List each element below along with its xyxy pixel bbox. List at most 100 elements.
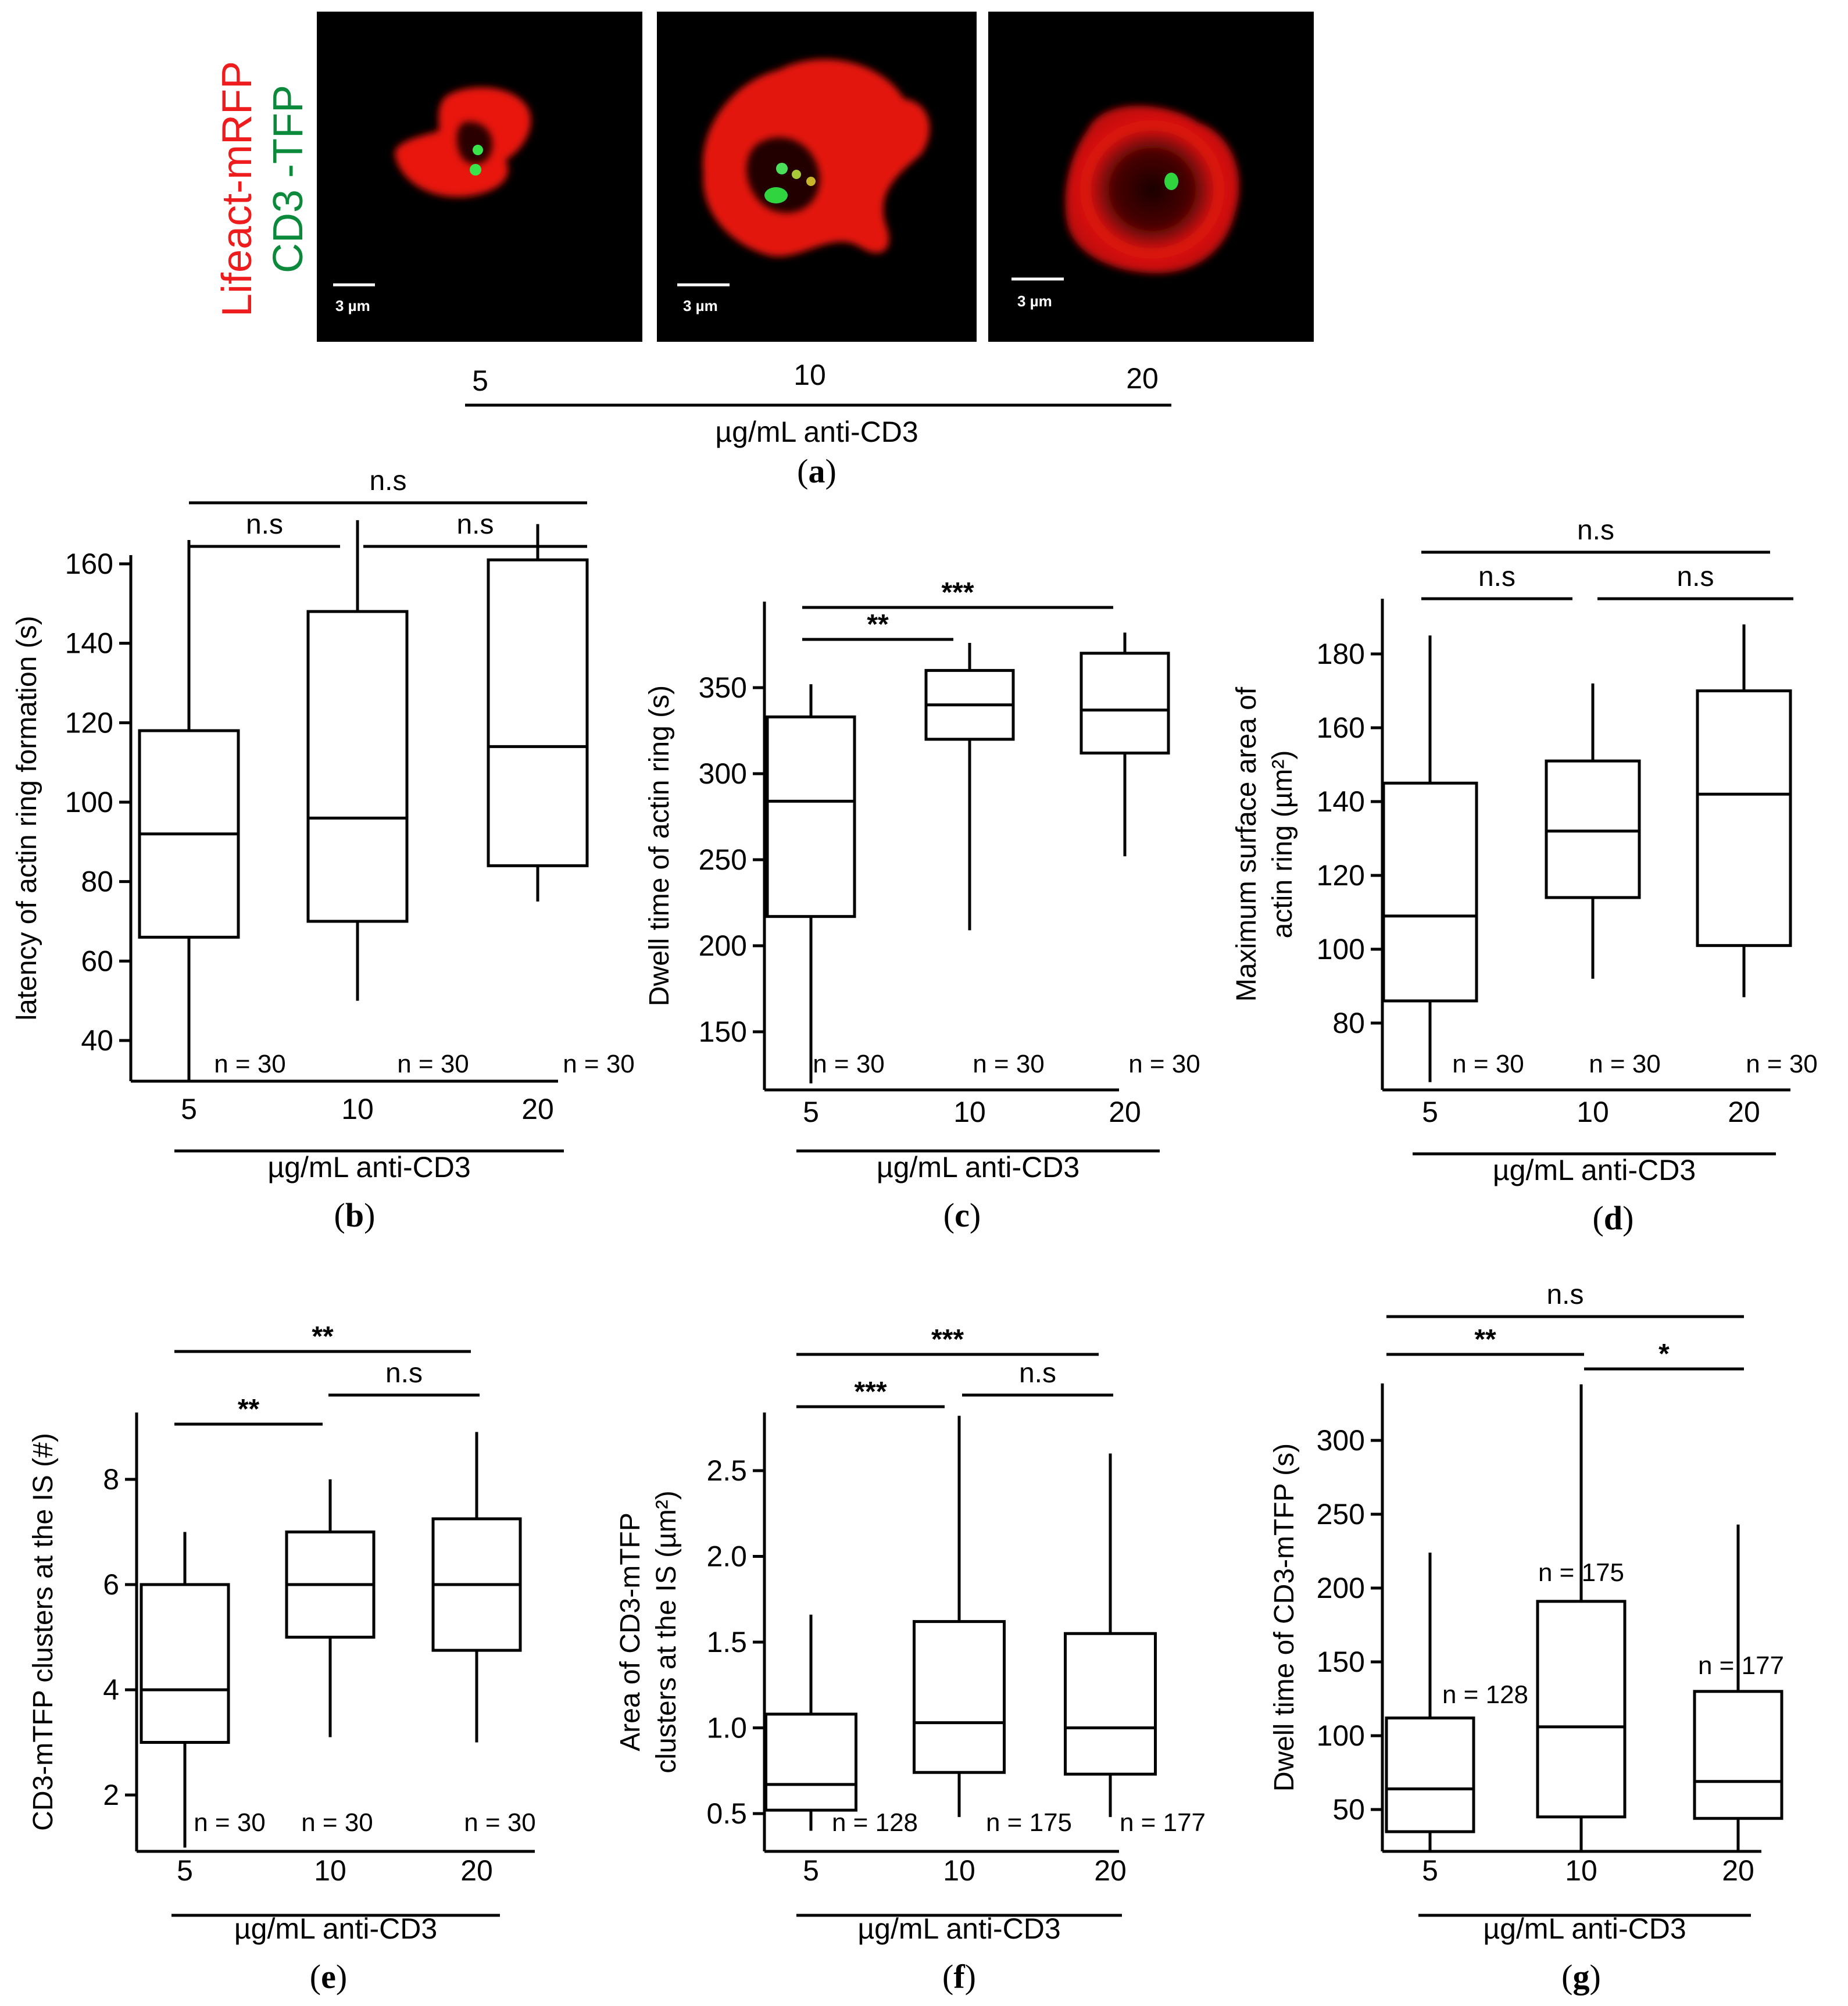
significance-label: *** <box>931 1324 964 1355</box>
x-axis-label: µg/mL anti-CD3 <box>1483 1912 1686 1945</box>
n-label: n = 175 <box>1538 1558 1624 1587</box>
y-tick-label: 6 <box>103 1568 119 1601</box>
cell-actin <box>1065 105 1239 273</box>
y-tick-label: 100 <box>65 786 113 818</box>
n-label: n = 177 <box>1120 1808 1206 1837</box>
box <box>1693 1690 1783 1820</box>
y-tick-label: 2.5 <box>706 1454 747 1487</box>
y-tick-label: 120 <box>1317 859 1365 892</box>
x-tick-label: 10 <box>1565 1854 1597 1887</box>
micrograph-20: 3 µm <box>988 12 1314 342</box>
x-tick-label: 20 <box>1094 1854 1127 1887</box>
condition-label: 5 <box>472 364 488 397</box>
box-plot-g: 50 100 150 200 250 300 Dwell time of CD3-mTFP … <box>1269 1279 1784 1996</box>
n-label: n = 30 <box>1589 1050 1661 1078</box>
panel-caption: (c) <box>943 1196 981 1234</box>
y-tick-label: 300 <box>699 757 747 790</box>
y-tick-label: 350 <box>699 671 747 704</box>
box <box>1382 781 1478 1003</box>
x-tick-label: 10 <box>314 1854 346 1887</box>
y-axis-label: actin ring (µm²) <box>1267 750 1298 939</box>
y-tick-label: 1.5 <box>706 1626 747 1658</box>
y-tick-label: 4 <box>103 1674 119 1706</box>
legend-cd3: CD3 -TFP <box>265 85 312 273</box>
y-axis-label: Dwell time of actin ring (s) <box>644 685 675 1006</box>
significance-label: n.s <box>369 466 406 496</box>
significance-label: n.s <box>1478 562 1515 592</box>
box <box>764 1712 857 1812</box>
y-tick-label: 160 <box>1317 711 1365 744</box>
y-tick-label: 140 <box>1317 785 1365 818</box>
n-label: n = 30 <box>1452 1050 1524 1078</box>
box-plot-panels: 40 60 80 100 120 140 160 latency of actin ring … <box>12 466 1818 1996</box>
box <box>913 1620 1006 1774</box>
x-axis-label: µg/mL anti-CD3 <box>857 1912 1060 1945</box>
y-tick-label: 250 <box>699 843 747 876</box>
n-label: n = 30 <box>301 1808 373 1837</box>
significance-label: ** <box>1474 1324 1496 1355</box>
y-tick-label: 120 <box>65 706 113 739</box>
micrograph-5: 3 µm <box>317 12 642 342</box>
panel-a: Lifeact-mRFP CD3 -TFP 3 µm 3 µm <box>214 12 1314 490</box>
panel-caption: (a) <box>797 452 837 490</box>
significance-label: n.s <box>1019 1358 1056 1389</box>
y-tick-label: 8 <box>103 1463 119 1496</box>
x-tick-label: 20 <box>1109 1096 1141 1128</box>
x-tick-label: 5 <box>1422 1854 1438 1887</box>
significance-label: n.s <box>385 1358 423 1389</box>
box <box>766 715 856 918</box>
y-tick-label: 100 <box>1317 933 1365 966</box>
condition-label: 20 <box>1126 362 1159 395</box>
x-tick-label: 5 <box>1422 1096 1438 1128</box>
x-tick-label: 5 <box>803 1096 819 1128</box>
y-tick-label: 180 <box>1317 638 1365 670</box>
y-tick-label: 250 <box>1317 1498 1365 1531</box>
box <box>1545 759 1641 899</box>
box-plot-d: 80 100 120 140 160 180 Maximum surface area of… <box>1231 515 1818 1237</box>
panel-caption: (g) <box>1561 1958 1601 1996</box>
x-tick-label: 10 <box>1577 1096 1609 1128</box>
significance-label: * <box>1658 1339 1670 1369</box>
y-tick-label: 160 <box>65 548 113 580</box>
y-axis-label: latency of actin ring formation (s) <box>12 616 42 1020</box>
cd3-cluster <box>473 145 483 155</box>
x-axis-label: µg/mL anti-CD3 <box>234 1912 437 1945</box>
box <box>1385 1717 1475 1833</box>
cd3-cluster <box>792 170 801 179</box>
cd3-cluster <box>1164 173 1178 190</box>
scale-bar-label: 3 µm <box>335 297 370 314</box>
significance-label: *** <box>854 1376 887 1407</box>
box <box>306 610 409 923</box>
y-tick-label: 40 <box>81 1024 113 1057</box>
scale-bar-label: 3 µm <box>683 297 718 314</box>
x-tick-label: 20 <box>521 1093 554 1125</box>
panel-caption: (f) <box>942 1958 976 1996</box>
box-plot-f: 0.5 1.0 1.5 2.0 2.5 Area of CD3-mTFP clusters … <box>615 1324 1206 1996</box>
y-tick-label: 2.0 <box>706 1540 747 1573</box>
n-label: n = 30 <box>973 1050 1045 1078</box>
significance-label: n.s <box>1677 562 1714 592</box>
cd3-cluster <box>764 187 788 203</box>
n-label: n = 177 <box>1698 1651 1784 1680</box>
condition-label: 10 <box>793 359 826 391</box>
axis-label: µg/mL anti-CD3 <box>715 416 918 448</box>
legend-lifeact: Lifeact-mRFP <box>214 61 260 317</box>
significance-label: *** <box>941 577 974 608</box>
y-axis-label: CD3-mTFP clusters at the IS (#) <box>28 1433 59 1831</box>
x-tick-label: 10 <box>953 1096 986 1128</box>
y-tick-label: 80 <box>81 866 113 898</box>
y-tick-label: 0.5 <box>706 1797 747 1830</box>
significance-label: n.s <box>1546 1279 1584 1310</box>
x-tick-label: 5 <box>803 1854 819 1887</box>
y-tick-label: 1.0 <box>706 1712 747 1744</box>
box <box>1696 689 1792 947</box>
y-tick-label: 200 <box>699 929 747 962</box>
n-label: n = 30 <box>194 1808 266 1837</box>
x-tick-label: 10 <box>943 1854 975 1887</box>
micrograph-10: 3 µm <box>657 12 977 342</box>
y-axis-label: Area of CD3-mTFP <box>615 1512 646 1751</box>
n-label: n = 30 <box>1746 1050 1818 1078</box>
box <box>487 558 589 867</box>
y-tick-label: 140 <box>65 627 113 660</box>
x-tick-label: 20 <box>1728 1096 1760 1128</box>
